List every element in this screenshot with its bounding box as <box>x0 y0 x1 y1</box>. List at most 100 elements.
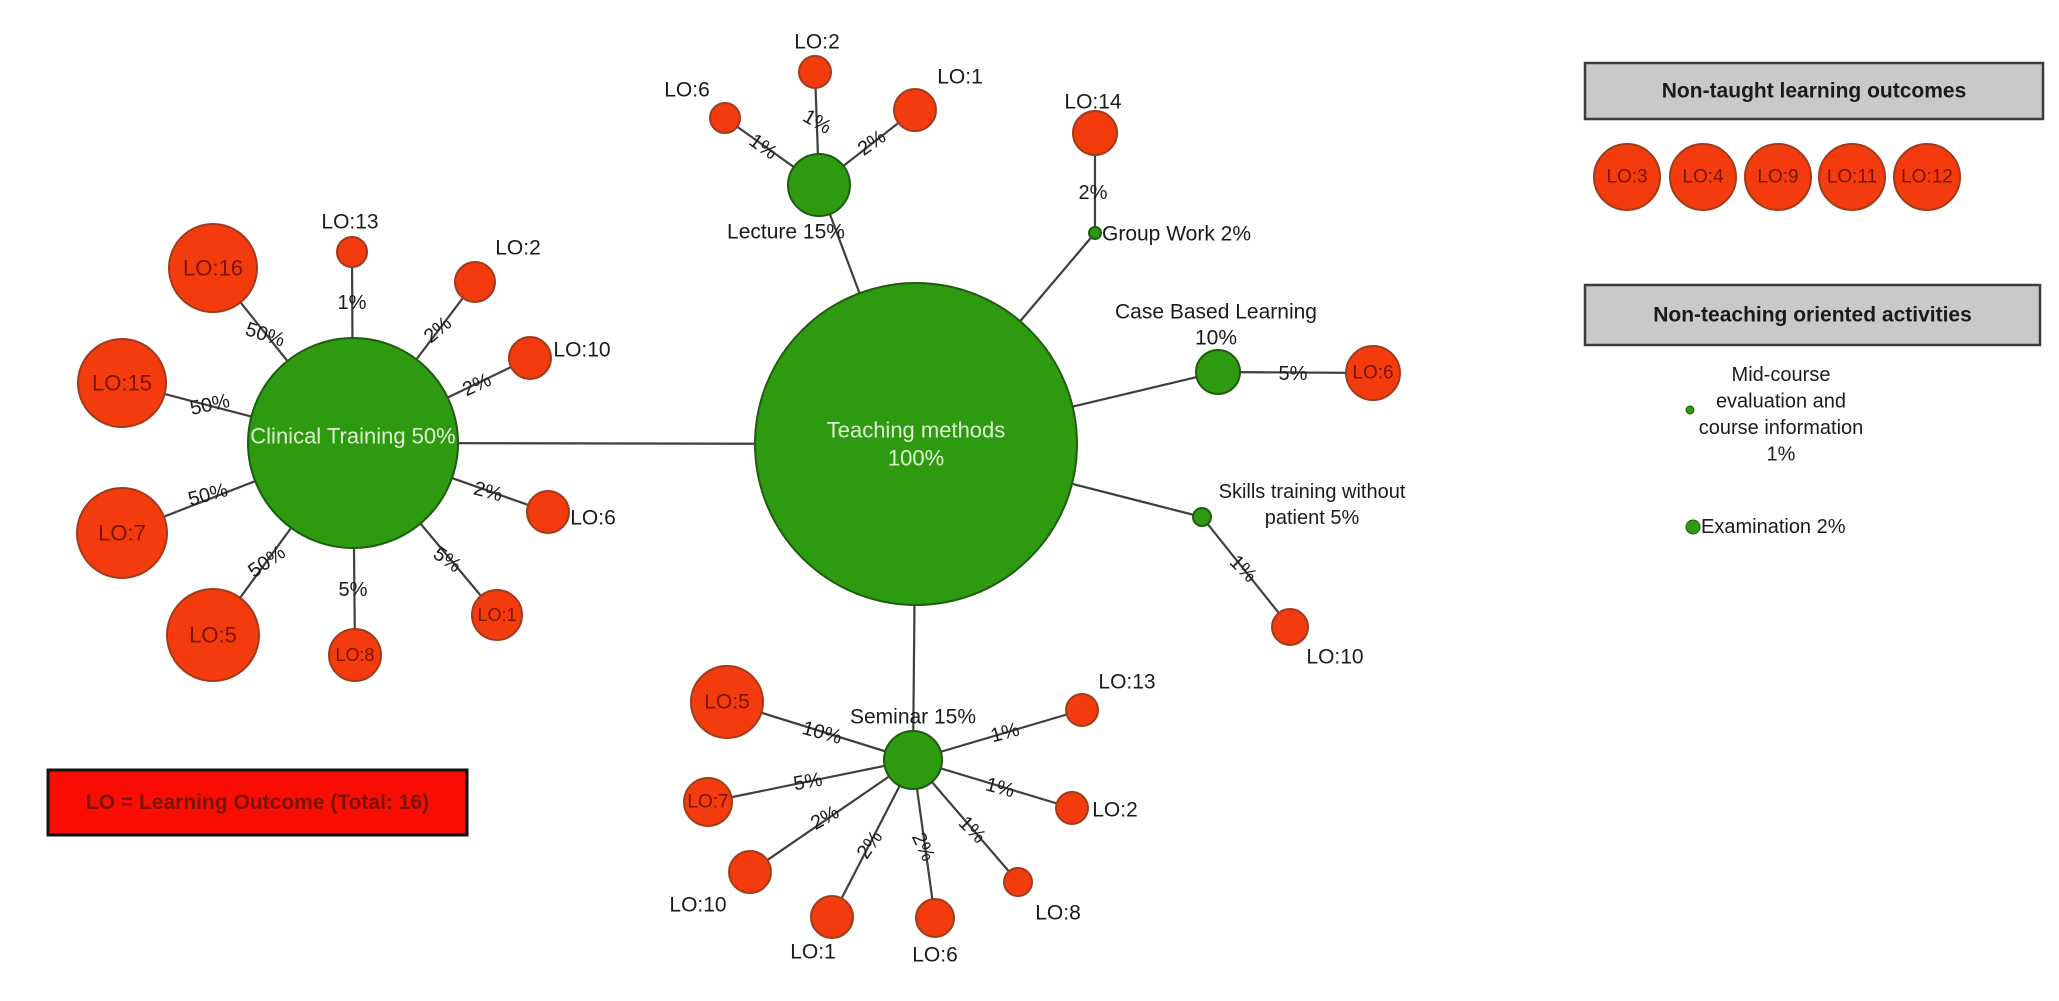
pct-label-clinical-lo13: 1% <box>338 292 367 314</box>
examination-text: Examination 2% <box>1701 516 1846 538</box>
non-taught-circle-lo3 <box>1593 143 1661 211</box>
lo-circle-seminar-lo13 <box>1065 693 1099 727</box>
lo-label-seminar-lo1: LO:1 <box>790 941 836 964</box>
lo-label-seminar-lo6: LO:6 <box>912 944 958 967</box>
lo-label-clinical-lo6: LO:6 <box>570 507 616 530</box>
non-taught-circle-lo4 <box>1669 143 1737 211</box>
lo-label-clinical-lo16: LO:16 <box>183 256 243 281</box>
midcourse-bullet <box>1685 405 1695 415</box>
hub-skills-label: patient 5% <box>1265 507 1360 529</box>
lo-circle-seminar-lo7 <box>683 777 733 827</box>
lo-label-seminar-lo13: LO:13 <box>1098 671 1155 694</box>
midcourse-text: Mid-course <box>1732 364 1831 386</box>
hub-skills-circle <box>1192 507 1212 527</box>
lo-label-lecture-lo6: LO:6 <box>664 79 710 102</box>
hub-teaching-label: Teaching methods <box>827 418 1006 443</box>
hub-teaching-circle <box>754 282 1078 606</box>
legend-box <box>46 768 469 837</box>
non-taught-label-lo11: LO:11 <box>1827 167 1877 188</box>
hub-groupwork-circle <box>1088 226 1102 240</box>
lo-label-skills-lo10: LO:10 <box>1306 646 1363 669</box>
lo-circle-groupwork-lo14 <box>1072 110 1118 156</box>
pct-label-clinical-lo2: 2% <box>420 312 456 348</box>
pct-label-seminar-lo1: 2% <box>853 827 888 863</box>
pct-label-clinical-lo5: 50% <box>244 541 290 582</box>
pct-label-lecture-lo2: 1% <box>799 105 835 139</box>
edge-seminar-lo10 <box>749 759 914 873</box>
lo-label-clinical-lo1: LO:1 <box>477 605 516 625</box>
pct-label-seminar-lo13: 1% <box>988 719 1022 748</box>
hub-cbl-label: 10% <box>1195 327 1237 350</box>
pct-label-clinical-lo8: 5% <box>339 579 368 601</box>
lo-label-seminar-lo8: LO:8 <box>1035 902 1081 925</box>
midcourse-text: 1% <box>1767 444 1796 466</box>
lo-label-clinical-lo13: LO:13 <box>321 211 378 234</box>
lo-circle-clinical-lo6 <box>526 490 570 534</box>
pct-label-groupwork-lo14: 2% <box>1079 182 1108 204</box>
examination-bullet <box>1685 519 1701 535</box>
hub-clinical-circle <box>247 337 459 549</box>
edge-skills-lo10 <box>1201 516 1291 628</box>
lo-circle-seminar-lo5 <box>690 665 764 739</box>
non-taught-header-label: Non-taught learning outcomes <box>1662 80 1967 103</box>
lo-circle-clinical-lo10 <box>508 336 552 380</box>
lo-label-clinical-lo8: LO:8 <box>335 645 374 665</box>
pct-label-lecture-lo1: 2% <box>854 126 890 161</box>
non-taught-circle-lo9 <box>1744 143 1812 211</box>
lo-circle-seminar-lo1 <box>810 895 854 939</box>
pct-label-seminar-lo2: 1% <box>983 774 1017 803</box>
hub-clinical-label: Clinical Training 50% <box>250 424 455 449</box>
pct-label-clinical-lo7: 50% <box>186 479 231 511</box>
non-taught-label-lo3: LO:3 <box>1606 167 1647 188</box>
lo-circle-clinical-lo8 <box>328 628 382 682</box>
lo-circle-skills-lo10 <box>1271 608 1309 646</box>
pct-label-clinical-lo6: 2% <box>471 478 505 507</box>
lo-label-clinical-lo5: LO:5 <box>189 623 237 648</box>
lo-circle-seminar-lo6 <box>915 898 955 938</box>
lo-label-cbl-lo6: LO:6 <box>1352 363 1393 384</box>
lo-label-lecture-lo1: LO:1 <box>937 66 983 89</box>
non-taught-label-lo9: LO:9 <box>1757 167 1798 188</box>
lo-circle-seminar-lo2 <box>1055 791 1089 825</box>
hub-teaching-label: 100% <box>888 446 944 471</box>
pct-label-cbl-lo6: 5% <box>1279 363 1308 385</box>
pct-label-clinical-lo15: 50% <box>188 390 232 420</box>
legend-label: LO = Learning Outcome (Total: 16) <box>86 791 429 814</box>
lo-label-clinical-lo10: LO:10 <box>553 339 610 362</box>
lo-label-clinical-lo2: LO:2 <box>495 237 541 260</box>
lo-circle-clinical-lo2 <box>454 261 496 303</box>
hub-seminar-label: Seminar 15% <box>850 706 976 729</box>
non-teaching-header-box <box>1583 283 2042 347</box>
non-taught-header-box <box>1583 61 2045 121</box>
lo-label-clinical-lo7: LO:7 <box>98 521 146 546</box>
pct-label-seminar-lo7: 5% <box>792 769 825 796</box>
lo-label-groupwork-lo14: LO:14 <box>1064 91 1122 114</box>
hub-cbl-label: Case Based Learning <box>1115 301 1317 324</box>
lo-label-clinical-lo15: LO:15 <box>92 371 152 396</box>
lo-label-seminar-lo10: LO:10 <box>669 894 726 917</box>
lo-circle-clinical-lo1 <box>471 589 523 641</box>
lo-circle-clinical-lo13 <box>336 236 368 268</box>
non-taught-circle-lo12 <box>1893 143 1961 211</box>
midcourse-text: evaluation and <box>1716 391 1846 413</box>
lo-circle-lecture-lo2 <box>798 55 832 89</box>
lo-circle-clinical-lo7 <box>76 487 168 579</box>
non-taught-label-lo12: LO:12 <box>1901 167 1953 188</box>
hub-lecture-label: Lecture 15% <box>727 221 845 244</box>
lo-circle-seminar-lo10 <box>728 850 772 894</box>
lo-label-seminar-lo5: LO:5 <box>704 691 750 714</box>
pct-label-clinical-lo10: 2% <box>459 369 495 401</box>
pct-label-seminar-lo5: 10% <box>800 717 845 749</box>
hub-groupwork-label: Group Work 2% <box>1102 223 1251 246</box>
edge-seminar-lo7 <box>707 758 914 804</box>
lo-circle-cbl-lo6 <box>1345 345 1401 401</box>
lo-circle-lecture-lo6 <box>709 102 741 134</box>
hub-cbl-circle <box>1195 349 1241 395</box>
lo-label-seminar-lo2: LO:2 <box>1092 799 1138 822</box>
hub-skills-label: Skills training without <box>1219 481 1406 503</box>
hub-seminar-circle <box>883 730 943 790</box>
lo-circle-clinical-lo16 <box>168 223 258 313</box>
non-teaching-header-label: Non-teaching oriented activities <box>1653 304 1972 327</box>
